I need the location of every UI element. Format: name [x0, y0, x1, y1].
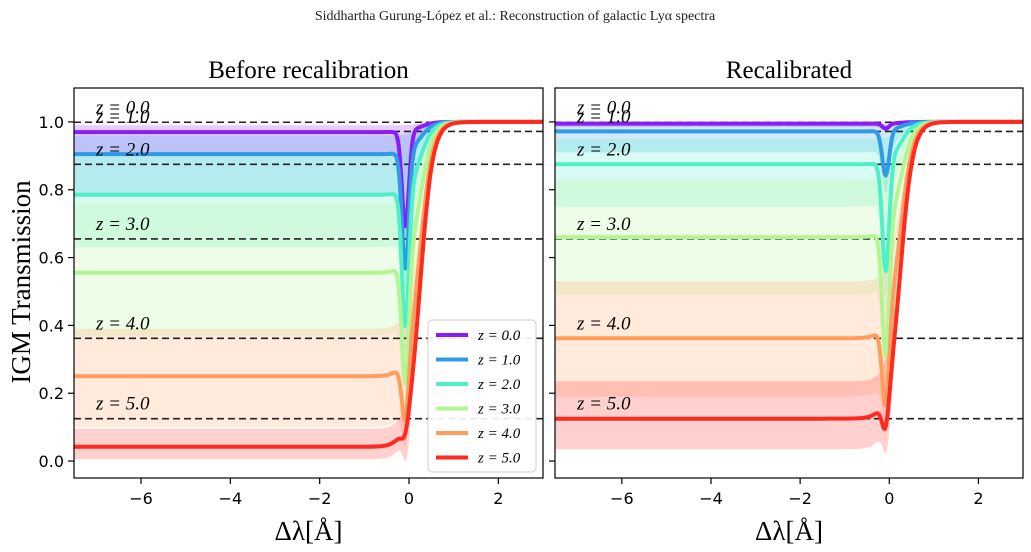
x-tick-label: −2 — [308, 489, 332, 508]
x-tick-label: −6 — [610, 489, 634, 508]
legend-entry: z = 5.0 — [477, 451, 521, 467]
x-axis-label: Δλ[Å] — [755, 516, 823, 546]
panels: z = 0.0z = 1.0z = 2.0z = 3.0z = 4.0z = 5… — [39, 57, 1024, 546]
band-z3 — [74, 121, 543, 412]
legend-entry: z = 4.0 — [477, 426, 521, 442]
y-tick-label: 0.8 — [39, 181, 64, 200]
x-tick-label: 2 — [493, 489, 503, 508]
x-tick-label: −2 — [788, 489, 812, 508]
series-line-z5 — [555, 119, 1023, 431]
plot-area — [74, 119, 543, 462]
band-z3 — [555, 121, 1023, 385]
y-tick-label: 0.2 — [39, 384, 64, 403]
y-tick-label: 1.0 — [39, 113, 64, 132]
y-tick-label: 0.4 — [39, 316, 64, 335]
z-label: z = 1.0 — [576, 106, 631, 127]
series-line-z5 — [74, 119, 543, 449]
legend-entry: z = 2.0 — [477, 377, 521, 393]
z-label: z = 2.0 — [95, 139, 150, 160]
panel-title: Before recalibration — [208, 57, 409, 84]
panel-before: z = 0.0z = 1.0z = 2.0z = 3.0z = 4.0z = 5… — [39, 57, 544, 546]
z-label: z = 0.0 — [95, 97, 150, 118]
y-axis-label: IGM Transmission — [6, 180, 36, 384]
x-tick-label: −4 — [219, 489, 243, 508]
y-tick-label: 0.6 — [39, 249, 64, 268]
panel-title: Recalibrated — [726, 57, 853, 84]
z-label: z = 0.0 — [576, 97, 631, 118]
legend: z = 0.0 z = 1.0 z = 2.0 z = 3.0 z = 4.0 z = 5… — [427, 319, 537, 473]
band-z2 — [74, 121, 543, 353]
z-label: z = 3.0 — [576, 214, 631, 235]
panel-recal: z = 0.0z = 1.0 z = 2.0 z = 3.0 z = 4.0 z = 5… — [549, 57, 1024, 546]
axes-frame — [554, 87, 1024, 479]
plot-area — [555, 119, 1023, 454]
z-label: z = 4.0 — [576, 313, 631, 334]
band-z0 — [74, 121, 543, 240]
page-header: Siddhartha Gurung-López et al.: Reconstr… — [315, 9, 716, 24]
y-tick-label: 0.0 — [39, 452, 64, 471]
z-label: z = 5.0 — [95, 394, 150, 415]
x-tick-label: −6 — [129, 489, 153, 508]
axes-frame — [73, 87, 544, 479]
z-label: z = 5.0 — [576, 394, 631, 415]
z-label: z = 4.0 — [95, 313, 150, 334]
legend-entry: z = 1.0 — [477, 353, 521, 369]
band-z1 — [555, 121, 1023, 193]
x-tick-label: 2 — [973, 489, 983, 508]
band-z1 — [74, 121, 543, 292]
legend-entry: z = 0.0 — [477, 328, 521, 344]
x-tick-label: 0 — [884, 489, 894, 508]
legend-entry: z = 3.0 — [477, 402, 521, 418]
x-tick-label: −4 — [699, 489, 723, 508]
z-label: z = 2.0 — [576, 139, 631, 160]
z-label: z = 1.0 — [95, 106, 150, 127]
x-axis-label: Δλ[Å] — [275, 516, 343, 546]
x-tick-label: 0 — [404, 489, 414, 508]
z-label: z = 3.0 — [95, 214, 150, 235]
